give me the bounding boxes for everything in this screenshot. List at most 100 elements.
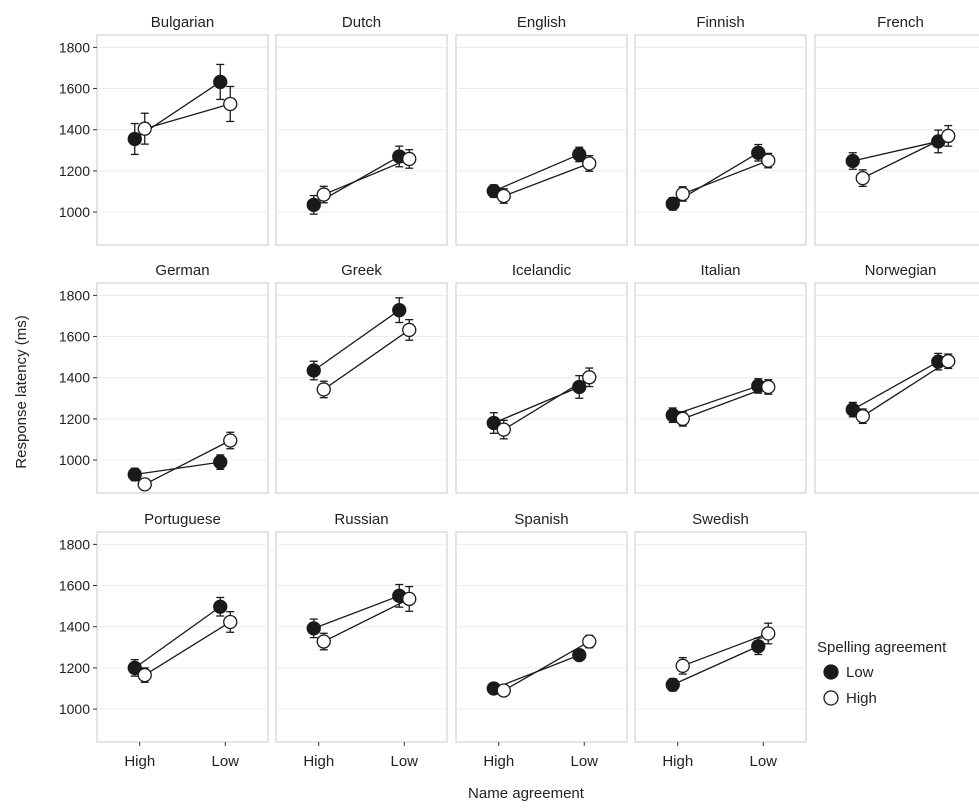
point-high xyxy=(855,409,870,424)
panel-icelandic: Icelandic xyxy=(455,262,628,494)
y-tick-label: 1400 xyxy=(59,370,90,386)
x-tick-label: High xyxy=(662,753,693,770)
y-axis-title: Response latency (ms) xyxy=(13,315,30,468)
panel-frame xyxy=(275,34,448,246)
panel-frame xyxy=(455,34,628,246)
x-tick-label: High xyxy=(124,753,155,770)
point-high xyxy=(582,156,597,171)
point-low xyxy=(572,647,587,663)
point-high xyxy=(223,614,238,630)
y-tick-label: 1200 xyxy=(59,411,90,427)
y-tick-label: 1800 xyxy=(59,39,90,55)
point-high xyxy=(675,411,690,427)
series-line-low xyxy=(672,645,759,686)
series-line-high xyxy=(323,329,410,390)
y-tick-label: 1000 xyxy=(59,204,90,220)
point-low xyxy=(213,454,228,470)
y-tick-label: 1800 xyxy=(59,536,90,552)
series-line-high xyxy=(144,621,231,676)
panel-title: Norwegian xyxy=(865,262,937,279)
panel-title: Bulgarian xyxy=(151,14,214,31)
y-tick-label: 1000 xyxy=(59,701,90,717)
panel-dutch: Dutch xyxy=(275,14,448,246)
point-high xyxy=(316,382,331,397)
series-line-low xyxy=(852,361,939,411)
x-tick-label: Low xyxy=(570,753,598,770)
point-high xyxy=(675,186,690,202)
series-line-high xyxy=(503,640,590,692)
series-line-low xyxy=(493,153,580,192)
point-low xyxy=(751,639,766,654)
panel-frame xyxy=(634,34,807,246)
point-low xyxy=(845,153,860,169)
point-low xyxy=(213,599,228,614)
panel-spanish: Spanish High Low xyxy=(455,511,628,770)
point-low xyxy=(572,147,587,162)
point-high xyxy=(137,667,152,683)
x-axis-title: Name agreement xyxy=(468,785,585,802)
point-low xyxy=(665,196,680,211)
series-line-low xyxy=(313,309,400,372)
series-line-high xyxy=(323,598,410,643)
series-line-high xyxy=(862,135,949,179)
panel-portuguese: Portuguese 1000 1200 1400 1600 1800 High Low xyxy=(59,511,269,770)
legend: Spelling agreement Low High xyxy=(817,639,947,707)
panel-frame xyxy=(96,34,269,246)
point-high xyxy=(582,370,597,385)
panel-title: Greek xyxy=(341,262,382,279)
panel-english: English xyxy=(455,14,628,246)
panel-title: Italian xyxy=(700,262,740,279)
panel-german: German 1000 1200 1400 1600 1800 xyxy=(59,262,269,494)
panel-italian: Italian xyxy=(634,262,807,494)
panel-title: English xyxy=(517,14,566,31)
x-tick-label: Low xyxy=(390,753,418,770)
point-low xyxy=(572,379,587,395)
y-tick-label: 1400 xyxy=(59,619,90,635)
panel-frame xyxy=(814,34,979,246)
series-line-low xyxy=(134,461,221,476)
series-line-high xyxy=(503,376,590,431)
panel-frame xyxy=(96,531,269,743)
legend-label-high: High xyxy=(846,690,877,707)
panel-title: Portuguese xyxy=(144,511,221,528)
series-line-low xyxy=(313,595,400,629)
point-high xyxy=(137,477,152,492)
panel-bulgarian: Bulgarian 1000 1200 1400 1600 1800 xyxy=(59,14,269,246)
point-low xyxy=(213,74,228,90)
panel-frame xyxy=(275,531,448,743)
point-high xyxy=(675,658,690,673)
point-low xyxy=(127,131,142,147)
point-high xyxy=(496,683,511,698)
panel-french: French xyxy=(814,14,979,246)
x-tick-label: High xyxy=(303,753,334,770)
point-high xyxy=(855,170,870,186)
x-tick-label: Low xyxy=(211,753,239,770)
panel-title: Swedish xyxy=(692,511,749,528)
panel-title: Finnish xyxy=(696,14,744,31)
series-line-high xyxy=(503,162,590,197)
point-high xyxy=(402,322,417,338)
panel-frame xyxy=(634,282,807,494)
point-low xyxy=(306,197,321,213)
series-line-high xyxy=(144,439,231,485)
panel-norwegian: Norwegian xyxy=(814,262,979,494)
legend-title: Spelling agreement xyxy=(817,639,947,656)
point-high xyxy=(223,433,238,448)
point-high xyxy=(496,422,511,437)
y-tick-label: 1200 xyxy=(59,163,90,179)
series-line-high xyxy=(682,159,769,195)
series-line-high xyxy=(144,103,231,130)
point-high xyxy=(941,354,956,369)
legend-label-low: Low xyxy=(846,664,874,681)
point-high xyxy=(223,96,238,112)
point-low xyxy=(665,677,680,692)
y-tick-label: 1000 xyxy=(59,452,90,468)
y-tick-label: 1400 xyxy=(59,122,90,138)
panel-russian: Russian High Low xyxy=(275,511,448,770)
point-low xyxy=(392,303,407,318)
panel-frame xyxy=(96,282,269,494)
panel-frame xyxy=(455,531,628,743)
point-high xyxy=(941,128,956,144)
